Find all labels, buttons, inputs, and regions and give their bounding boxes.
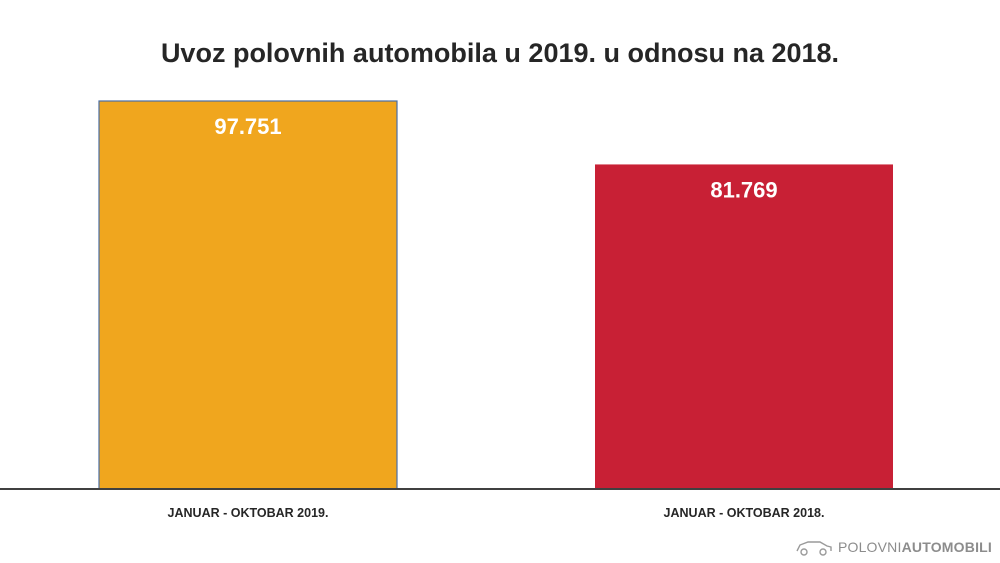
brand-logo-text: POLOVNIAUTOMOBILI	[837, 539, 992, 555]
car-icon	[796, 541, 832, 556]
data-label-2: 81.769	[710, 177, 777, 202]
category-label-2: JANUAR - OKTOBAR 2018.	[664, 506, 825, 520]
data-label-1: 97.751	[214, 114, 281, 139]
category-label-1: JANUAR - OKTOBAR 2019.	[168, 506, 329, 520]
bar-1	[98, 100, 398, 490]
bar-2	[595, 164, 893, 489]
brand-logo: POLOVNIAUTOMOBILI	[794, 537, 992, 557]
chart-title: Uvoz polovnih automobila u 2019. u odnos…	[160, 38, 840, 68]
